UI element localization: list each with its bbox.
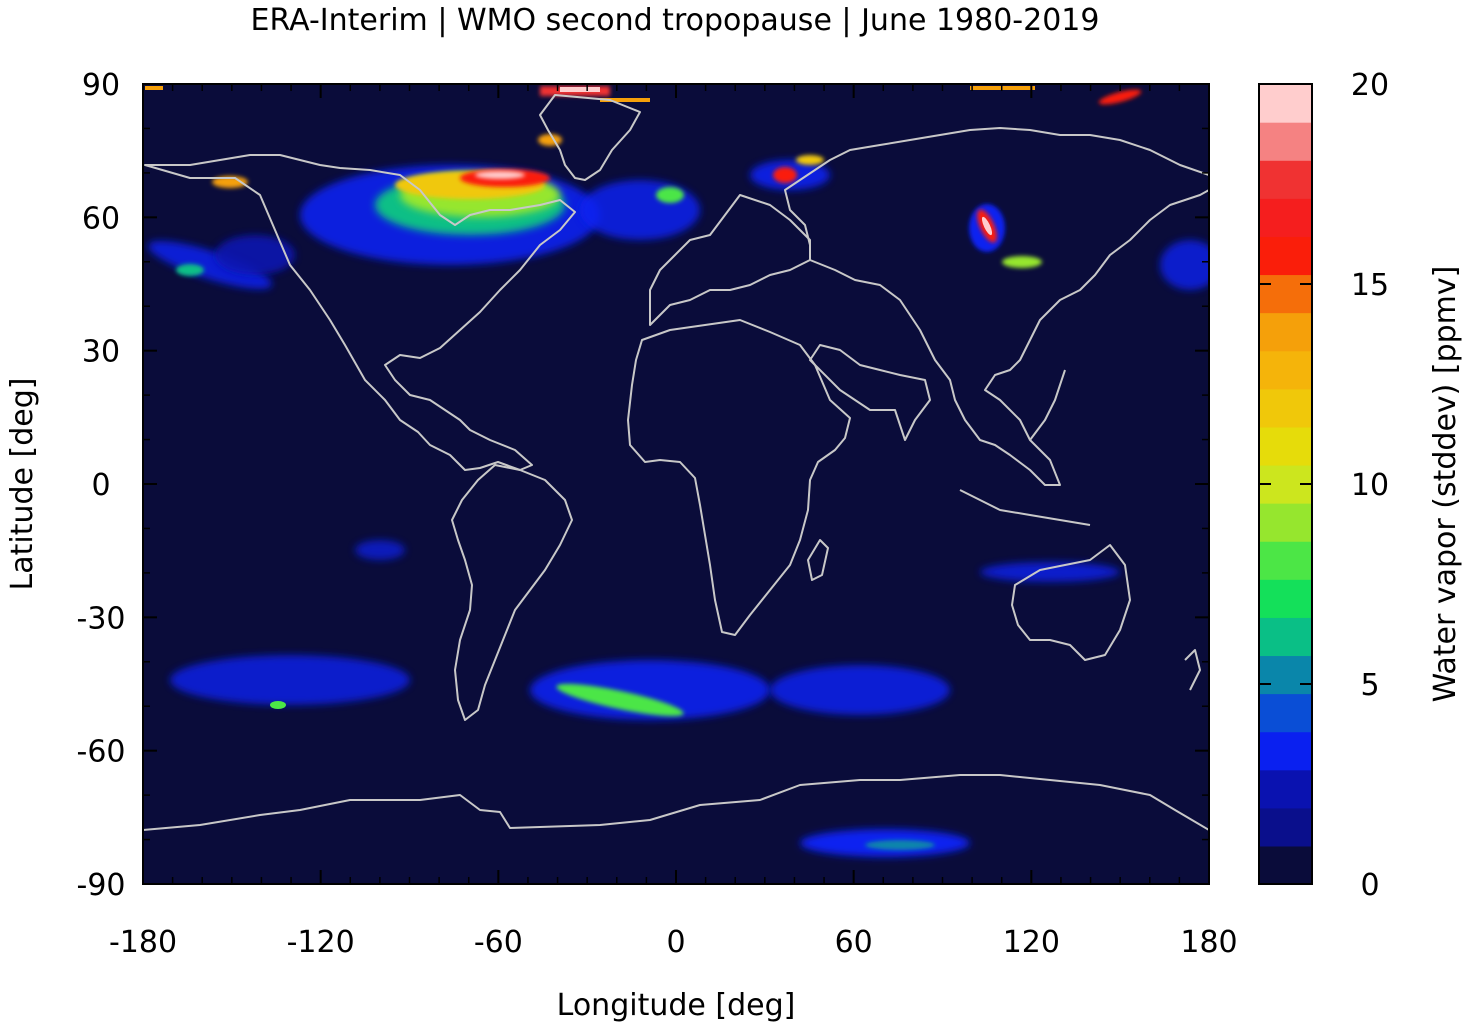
colorbar-segment <box>1259 388 1312 428</box>
colorbar-segment <box>1259 731 1312 771</box>
y-tick-label: 0 <box>91 468 110 503</box>
y-tick-label: -30 <box>77 601 126 636</box>
anomaly-siberia-core <box>981 216 993 236</box>
y-tick-label: -60 <box>77 735 126 770</box>
colorbar-segment <box>1259 845 1312 885</box>
anomaly-europe-green <box>656 187 684 203</box>
y-tick-label: 60 <box>82 201 120 236</box>
colorbar-segment <box>1259 274 1312 314</box>
x-tick-label: -180 <box>109 925 177 960</box>
colorbar-segment <box>1259 236 1312 276</box>
anomaly-south-pacific-green <box>270 701 286 709</box>
colorbar-segment <box>1259 122 1312 161</box>
anomaly-europe <box>580 180 700 240</box>
anomaly-south-pacific-east <box>355 540 405 560</box>
colorbar-segment <box>1259 160 1312 199</box>
anomaly-greenland-north-2 <box>560 87 600 92</box>
anomaly-canada-ne <box>538 134 562 146</box>
colorbar-segment <box>1259 350 1312 390</box>
x-tick-label: 180 <box>1180 925 1237 960</box>
colorbar-segment <box>1259 693 1312 733</box>
coast-greenland <box>539 94 641 181</box>
y-axis: 90 60 30 0 -30 -60 -90 <box>77 68 1209 903</box>
chart-title: ERA-Interim | WMO second tropopause | Ju… <box>251 3 1100 38</box>
coast-asia <box>784 127 1209 486</box>
colorbar-tick-label: 20 <box>1351 68 1389 103</box>
y-tick-label: 30 <box>82 335 120 370</box>
anomaly-mongolia <box>1002 256 1042 268</box>
anomaly-north-pacific-2 <box>215 235 295 275</box>
anomaly-canada-pink <box>475 171 525 179</box>
anomaly-antarctica-core <box>865 840 935 850</box>
colorbar-tick-label: 15 <box>1351 268 1389 303</box>
colorbar-tick-label: 10 <box>1351 468 1389 503</box>
colorbar-segment <box>1259 579 1312 618</box>
coast-europe <box>649 194 811 326</box>
anomaly-nw-russia-yellow <box>796 155 824 165</box>
x-tick-label: 60 <box>835 925 873 960</box>
anomaly-south-indian <box>770 665 950 715</box>
y-tick-label: -90 <box>77 868 126 903</box>
y-tick-label: 90 <box>82 68 120 103</box>
colorbar-segment <box>1259 312 1312 352</box>
coast-madagascar <box>807 539 829 581</box>
anomaly-nw-russia-red <box>773 167 797 183</box>
anomaly-south-atlantic <box>530 660 770 720</box>
x-tick-label: -60 <box>474 925 523 960</box>
coast-antarctica <box>143 774 1209 831</box>
x-axis-label: Longitude [deg] <box>557 988 796 1023</box>
coast-japan <box>1029 369 1066 441</box>
colorbar-segment <box>1259 198 1312 237</box>
colorbar-segment <box>1259 541 1312 580</box>
colorbar-segment <box>1259 426 1312 466</box>
anomaly-arctic-left <box>145 86 163 90</box>
colorbar-label: Water vapor (stddev) [ppmv] <box>1428 266 1463 703</box>
colorbar-segment <box>1259 769 1312 809</box>
coast-north-america <box>144 154 576 471</box>
coast-australia <box>1011 544 1131 661</box>
x-axis: -180 -120 -60 0 60 120 180 <box>109 84 1238 960</box>
colorbar-segment <box>1259 617 1312 657</box>
anomaly-alaska <box>176 264 204 276</box>
anomaly-south-atlantic-core <box>556 683 684 717</box>
coast-africa <box>627 319 851 636</box>
anomaly-australia <box>980 562 1120 582</box>
x-tick-label: 120 <box>1003 925 1060 960</box>
anomaly-greenland-north-3 <box>600 98 650 102</box>
colorbar-tick-label: 5 <box>1360 668 1379 703</box>
anomaly-south-pacific <box>170 655 410 705</box>
anomaly-north-pacific-3 <box>1160 240 1209 290</box>
anomaly-east-siberia <box>1098 89 1142 105</box>
anomaly-north-pacific <box>148 240 272 290</box>
colorbar-ticks: 0 5 10 15 20 <box>1259 68 1389 903</box>
y-axis-label: Latitude [deg] <box>5 378 40 591</box>
coastlines <box>143 94 1209 831</box>
coast-indonesia <box>959 489 1091 526</box>
colorbar-segment <box>1259 84 1312 123</box>
coast-south-america <box>451 464 573 721</box>
x-tick-label: -120 <box>287 925 355 960</box>
coast-new-zealand <box>1184 649 1201 691</box>
colorbar-segment <box>1259 503 1312 542</box>
colorbar-tick-label: 0 <box>1360 868 1379 903</box>
x-tick-label: 0 <box>666 925 685 960</box>
coast-arabia-india <box>809 344 931 441</box>
colorbar-segment <box>1259 807 1312 847</box>
anomaly-arctic-strip <box>970 86 1035 90</box>
anomaly-layer <box>145 86 1209 857</box>
colorbar-segment <box>1259 655 1312 695</box>
